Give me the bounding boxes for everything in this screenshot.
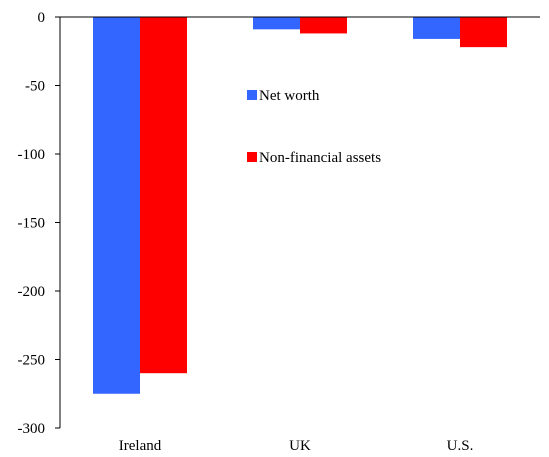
bar-net-worth-ireland [93,17,140,394]
legend-label: Net worth [259,88,320,104]
y-tick-label: -250 [18,353,46,369]
bar-non-financial-assets-u-s- [460,17,507,48]
y-axis-ticks: 0 -50 -100 -150 -200 -250 -300 [18,10,60,437]
y-tick-label: -200 [18,284,46,300]
bars-group [93,17,507,394]
bar-non-financial-assets-ireland [140,17,187,374]
y-tick-label: -100 [18,147,46,163]
y-tick-label: -300 [18,421,46,437]
legend: Net worth Non-financial assets [247,88,381,166]
y-tick-label: -150 [18,216,46,232]
x-axis-categories: Ireland UK U.S. [119,438,474,454]
bar-non-financial-assets-uk [300,17,347,34]
legend-swatch [247,90,257,100]
y-tick-label: 0 [38,10,46,26]
bar-net-worth-u-s- [413,17,460,39]
x-category-label: UK [289,438,311,454]
x-category-label: U.S. [447,438,474,454]
y-tick-label: -50 [25,79,45,95]
bar-net-worth-uk [253,17,300,30]
legend-label: Non-financial assets [259,150,381,166]
legend-swatch [247,152,257,162]
x-category-label: Ireland [119,438,162,454]
